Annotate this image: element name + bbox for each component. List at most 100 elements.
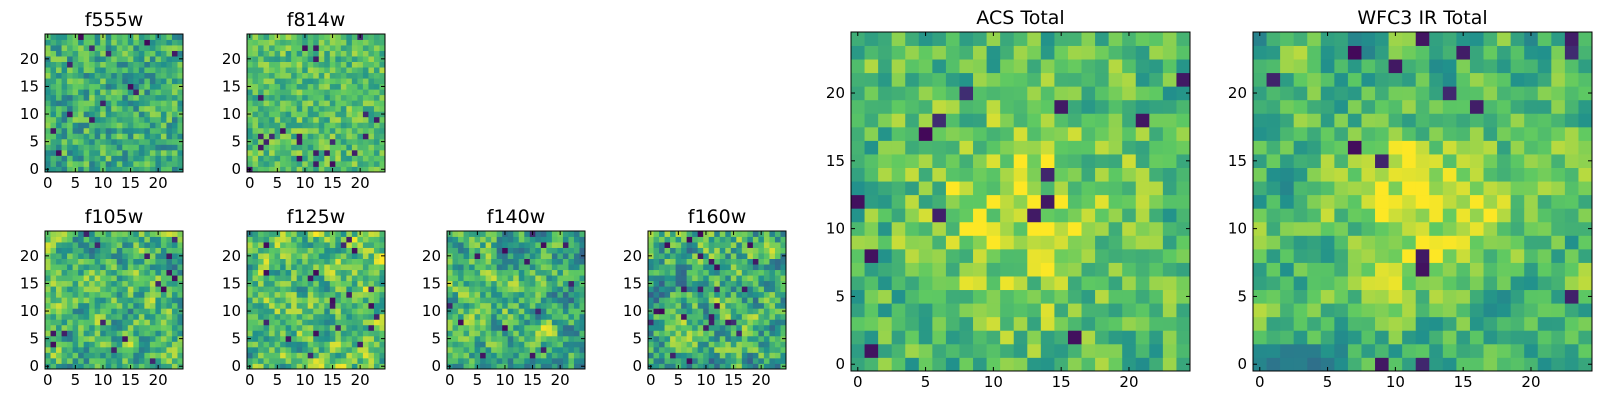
heatmap-cell (1307, 208, 1322, 223)
heatmap-cell (551, 352, 558, 359)
heatmap-cell (664, 264, 671, 271)
heatmap-cell (1067, 343, 1082, 358)
heatmap-cell (105, 116, 112, 123)
heatmap-cell (474, 319, 481, 326)
heatmap-cell (653, 242, 660, 248)
heatmap-cell (94, 100, 101, 107)
heatmap-cell (725, 313, 732, 320)
heatmap-cell (736, 242, 743, 248)
heatmap-cell (1027, 99, 1042, 114)
heatmap-cell (513, 258, 520, 265)
heatmap-cell (307, 61, 314, 68)
heatmap-cell (291, 89, 298, 96)
heatmap-cell (177, 72, 184, 79)
heatmap-cell (83, 352, 90, 359)
heatmap-cell (1054, 45, 1069, 60)
heatmap-cell (247, 45, 253, 51)
heatmap-cell (932, 72, 947, 87)
heatmap-cell (1469, 194, 1484, 209)
heatmap-cell (1108, 289, 1123, 304)
heatmap-cell (1537, 248, 1552, 263)
heatmap-cell (346, 89, 353, 96)
heatmap-cell (340, 313, 347, 320)
heatmap-cell (177, 149, 184, 156)
heatmap-cell (346, 357, 353, 364)
heatmap-cell (918, 72, 933, 87)
heatmap-cell (551, 297, 558, 304)
heatmap-cell (362, 100, 369, 107)
heatmap-cell (247, 127, 253, 134)
heatmap-cell (463, 363, 470, 370)
heatmap-cell (111, 253, 118, 259)
heatmap-cell (329, 330, 336, 337)
heatmap-cell (67, 105, 73, 112)
heatmap-cell (447, 302, 453, 309)
heatmap-cell (1361, 357, 1376, 372)
heatmap-cell (280, 286, 287, 293)
heatmap-cell (1135, 303, 1150, 318)
heatmap-cell (1375, 262, 1389, 277)
heatmap-cell (703, 352, 710, 359)
heatmap-cell (177, 341, 184, 348)
heatmap-cell (83, 363, 90, 370)
heatmap-cell (502, 308, 509, 315)
heatmap-cell (67, 308, 73, 315)
heatmap-cell (280, 264, 287, 271)
heatmap-cell (335, 116, 342, 123)
heatmap-cell (708, 236, 715, 243)
heatmap-cell (697, 330, 704, 337)
heatmap-cell (540, 264, 547, 271)
heatmap-cell (368, 138, 375, 145)
heatmap-cell (258, 149, 264, 156)
heatmap-cell (368, 275, 375, 282)
heatmap-cell (133, 56, 140, 62)
heatmap-cell (269, 324, 275, 331)
heatmap-cell (1054, 316, 1069, 331)
heatmap-cell (307, 231, 314, 237)
heatmap-cell (1176, 59, 1191, 74)
heatmap-cell (78, 269, 85, 276)
heatmap-cell (878, 343, 893, 358)
heatmap-cell (144, 122, 151, 129)
heatmap-cell (258, 89, 264, 96)
heatmap-cell (986, 208, 1001, 223)
heatmap-cell (1442, 167, 1457, 182)
heatmap-cell (45, 286, 51, 293)
heatmap-cell (1067, 221, 1082, 236)
heatmap-cell (774, 319, 781, 326)
heatmap-cell (1415, 248, 1430, 263)
heatmap-cell (447, 319, 453, 326)
heatmap-cell (50, 144, 57, 151)
heatmap-cell (1135, 221, 1150, 236)
heatmap-cell (1497, 343, 1512, 358)
heatmap-cell (340, 166, 347, 173)
y-tick-label: 15 (623, 274, 642, 292)
heatmap-cell (719, 352, 726, 359)
heatmap-cell (670, 231, 676, 237)
heatmap-cell (313, 105, 320, 112)
heatmap-cell (133, 280, 140, 287)
heatmap-cell (1361, 167, 1376, 182)
heatmap-cell (675, 324, 682, 331)
heatmap-cell (111, 280, 118, 287)
heatmap-cell (274, 56, 281, 62)
heatmap-cell (368, 269, 375, 276)
heatmap-cell (851, 59, 865, 74)
heatmap-cell (291, 34, 298, 40)
heatmap-cell (730, 286, 737, 293)
heatmap-cell (263, 72, 270, 79)
heatmap-cell (340, 346, 347, 353)
heatmap-cell (252, 94, 259, 101)
heatmap-cell (155, 335, 162, 342)
heatmap-cell (111, 138, 118, 145)
heatmap-cell (452, 291, 459, 298)
heatmap-cell (1483, 194, 1498, 209)
heatmap-cell (714, 231, 721, 237)
heatmap-cell (171, 352, 178, 359)
heatmap-cell (878, 235, 893, 250)
heatmap-cell (851, 45, 865, 60)
heatmap-cell (540, 319, 547, 326)
heatmap-cell (83, 61, 90, 68)
heatmap-cell (263, 94, 270, 101)
heatmap-cell (263, 346, 270, 353)
